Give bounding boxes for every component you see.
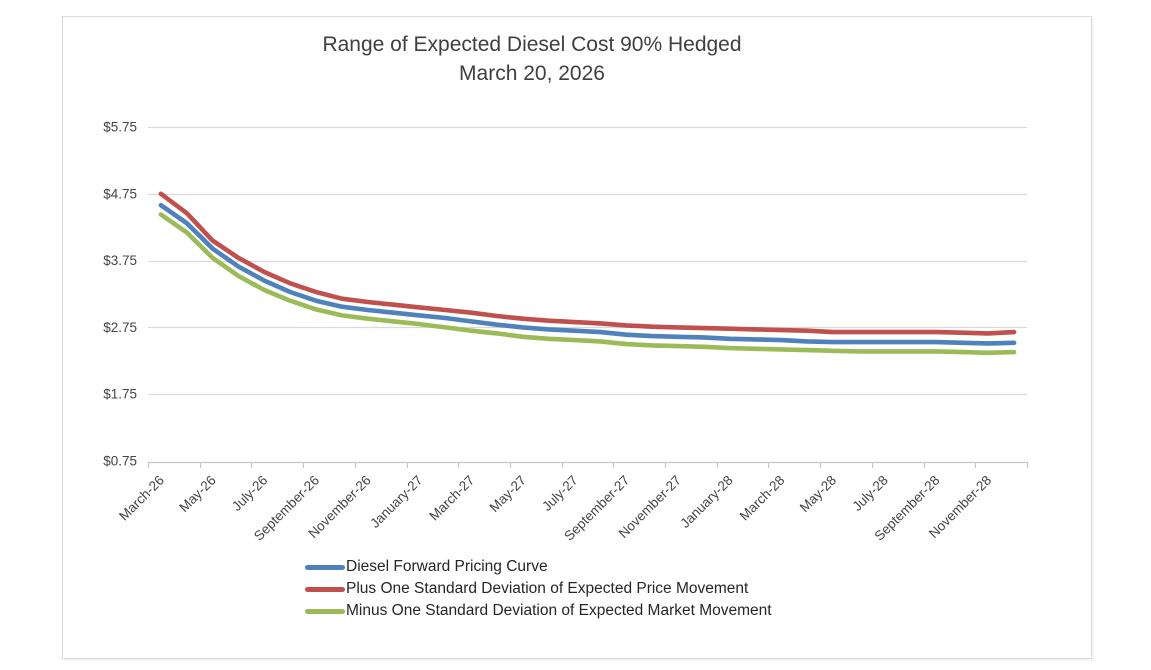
y-axis-label: $1.75 — [103, 387, 137, 402]
chart-frame — [62, 16, 1092, 659]
legend-item-forward: Diesel Forward Pricing Curve — [305, 556, 772, 578]
y-axis-label: $0.75 — [103, 454, 137, 469]
y-axis-label: $5.75 — [103, 120, 137, 135]
series-line-minus-sd — [158, 212, 1017, 356]
x-axis-label: March-27 — [426, 473, 477, 524]
legend-label-forward: Diesel Forward Pricing Curve — [346, 558, 548, 575]
forward-curve-swatch-icon — [305, 564, 345, 570]
series-line-forward — [158, 202, 1017, 346]
legend-label-plus-sd: Plus One Standard Deviation of Expected … — [346, 580, 749, 597]
x-axis-label: July-26 — [229, 473, 270, 514]
x-axis-label: May-27 — [487, 473, 529, 515]
y-axis-label: $2.75 — [103, 320, 137, 335]
chart-legend: Diesel Forward Pricing Curve Plus One St… — [305, 556, 772, 622]
minus-sd-swatch-icon — [305, 608, 345, 614]
x-axis-label: January-28 — [677, 473, 735, 531]
x-axis-label: July-28 — [850, 473, 891, 514]
x-axis-label: March-28 — [737, 473, 788, 524]
legend-item-minus-sd: Minus One Standard Deviation of Expected… — [305, 600, 772, 622]
legend-label-minus-sd: Minus One Standard Deviation of Expected… — [346, 602, 772, 619]
series-line-plus-sd — [158, 191, 1017, 336]
y-axis-label: $3.75 — [103, 253, 137, 268]
chart-subtitle: March 20, 2026 — [459, 62, 605, 85]
x-axis-label: May-28 — [797, 473, 839, 515]
chart-title-block: Range of Expected Diesel Cost 90% Hedged… — [232, 30, 832, 88]
legend-item-plus-sd: Plus One Standard Deviation of Expected … — [305, 578, 772, 600]
x-axis-label: July-27 — [539, 473, 580, 514]
x-axis-label: January-27 — [367, 473, 425, 531]
x-axis-label: May-26 — [176, 473, 218, 515]
chart-title: Range of Expected Diesel Cost 90% Hedged — [322, 33, 742, 56]
y-axis-label: $4.75 — [103, 186, 137, 201]
plus-sd-swatch-icon — [305, 586, 345, 592]
x-axis-label: March-26 — [116, 473, 167, 524]
